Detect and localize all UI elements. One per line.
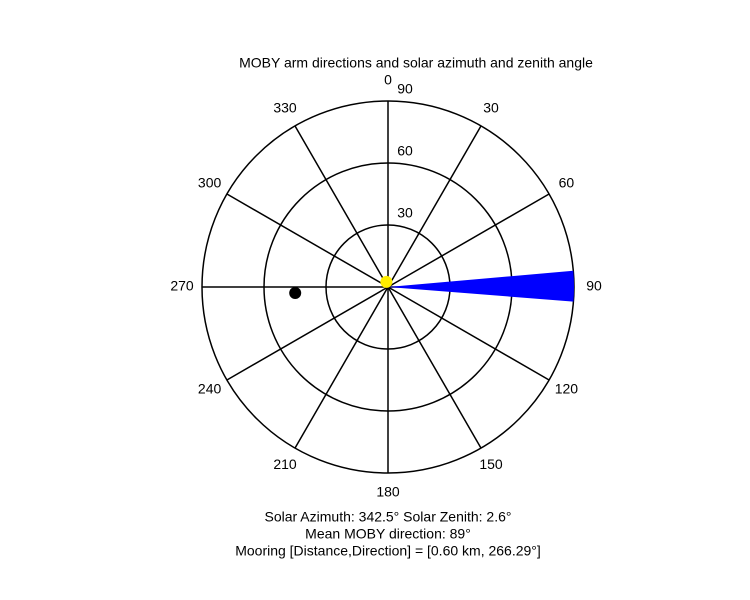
angle-tick-label: 300 <box>198 175 222 191</box>
angular-grid-line <box>387 125 482 288</box>
angle-tick-label: 240 <box>198 381 222 397</box>
radial-tick-label: 60 <box>397 143 413 159</box>
angle-tick-label: 210 <box>273 456 297 472</box>
chart-title: MOBY arm directions and solar azimuth an… <box>239 55 593 71</box>
angle-tick-label: 150 <box>479 456 503 472</box>
angular-grid-line <box>294 125 389 288</box>
angular-grid-line <box>226 193 389 288</box>
angle-tick-label: 330 <box>273 99 297 115</box>
angle-tick-label: 30 <box>483 99 499 115</box>
angle-tick-label: 60 <box>559 175 575 191</box>
angular-grid-line <box>387 193 550 288</box>
angular-grid-line <box>294 286 389 449</box>
point <box>289 287 302 300</box>
radial-tick-label: 30 <box>397 205 413 221</box>
note: Mooring [Distance,Direction] = [0.60 km,… <box>235 543 541 559</box>
note: Mean MOBY direction: 89° <box>305 526 471 542</box>
angle-tick-label: 90 <box>586 278 602 294</box>
moby-arm-wedge <box>388 270 575 302</box>
angle-tick-label: 180 <box>376 484 400 500</box>
radial-tick-label: 90 <box>397 81 413 97</box>
angular-grid-line <box>387 286 550 381</box>
point <box>380 275 393 288</box>
note: Solar Azimuth: 342.5° Solar Zenith: 2.6° <box>265 509 512 525</box>
angle-tick-label: 270 <box>170 278 194 294</box>
angle-tick-label: 0 <box>384 72 392 88</box>
angular-grid-line <box>387 286 482 449</box>
angle-tick-label: 120 <box>555 381 579 397</box>
angular-grid-line <box>226 286 389 381</box>
